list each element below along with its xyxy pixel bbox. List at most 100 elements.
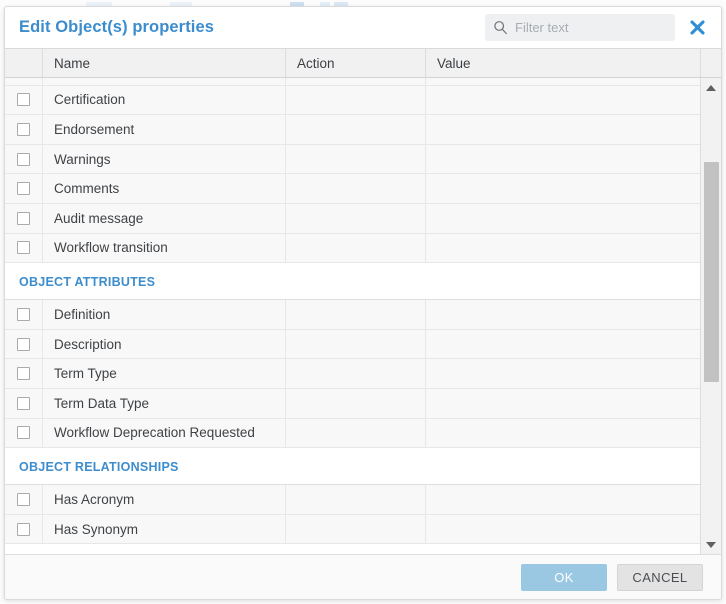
column-header-value[interactable]: Value <box>437 55 471 71</box>
table-row[interactable]: Has Acronym <box>5 485 700 515</box>
row-checkbox[interactable] <box>17 492 30 506</box>
row-value-cell[interactable] <box>426 330 700 359</box>
row-checkbox[interactable] <box>17 122 30 136</box>
row-checkbox[interactable] <box>17 211 30 225</box>
row-checkbox[interactable] <box>17 337 30 351</box>
row-value-cell[interactable] <box>426 515 700 544</box>
row-value-cell[interactable] <box>426 204 700 233</box>
row-select-cell[interactable] <box>5 514 43 544</box>
table-row[interactable]: Comments <box>5 174 700 204</box>
table-row[interactable]: Sensitivity Label <box>5 78 700 86</box>
close-icon[interactable] <box>687 18 707 38</box>
row-action-cell[interactable] <box>286 418 426 448</box>
row-name-cell: Workflow transition <box>43 233 286 263</box>
ok-button[interactable]: OK <box>521 563 607 591</box>
row-name-cell: Sensitivity Label <box>43 78 286 85</box>
table-row[interactable]: Has Synonym <box>5 514 700 545</box>
row-value-cell[interactable] <box>426 300 700 329</box>
table-row[interactable]: Workflow transition <box>5 233 700 264</box>
row-value-cell[interactable] <box>426 234 700 263</box>
row-checkbox[interactable] <box>17 152 30 166</box>
row-action-cell[interactable] <box>286 203 426 233</box>
row-action-cell[interactable] <box>286 174 426 203</box>
filter-text-input[interactable] <box>515 20 665 35</box>
row-value-cell[interactable] <box>426 485 700 514</box>
triangle-down-icon <box>706 541 716 548</box>
table-row[interactable]: Certification <box>5 85 700 116</box>
row-value-cell[interactable] <box>426 78 700 85</box>
row-select-cell[interactable] <box>5 174 43 203</box>
table-row[interactable]: Term Type <box>5 359 700 389</box>
scroll-up-button[interactable] <box>701 79 721 96</box>
row-value-cell[interactable] <box>426 174 700 203</box>
row-name-cell: Audit message <box>43 203 286 233</box>
row-action-cell[interactable] <box>286 329 426 359</box>
row-name-cell: Endorsement <box>43 115 286 144</box>
row-select-cell[interactable] <box>5 144 43 174</box>
row-action-cell[interactable] <box>286 514 426 544</box>
row-select-cell[interactable] <box>5 78 43 85</box>
properties-table: Sensitivity LabelCertificationEndorsemen… <box>5 78 700 554</box>
row-select-cell[interactable] <box>5 300 43 329</box>
row-checkbox[interactable] <box>17 307 30 321</box>
row-checkbox[interactable] <box>17 367 30 381</box>
column-header-name[interactable]: Name <box>43 49 286 77</box>
vertical-scrollbar[interactable] <box>700 78 721 554</box>
cancel-button[interactable]: CANCEL <box>617 563 703 591</box>
row-action-cell[interactable] <box>286 78 426 85</box>
row-select-cell[interactable] <box>5 85 43 115</box>
row-name-cell: Term Data Type <box>43 388 286 418</box>
row-select-cell[interactable] <box>5 115 43 144</box>
row-action-cell[interactable] <box>286 144 426 174</box>
row-select-cell[interactable] <box>5 485 43 514</box>
row-value-cell[interactable] <box>426 145 700 174</box>
row-checkbox[interactable] <box>17 396 30 410</box>
table-row[interactable]: Audit message <box>5 203 700 234</box>
row-checkbox[interactable] <box>17 93 30 107</box>
scrollbar-thumb[interactable] <box>704 162 719 382</box>
table-rows-container: Sensitivity LabelCertificationEndorsemen… <box>5 78 700 545</box>
row-select-cell[interactable] <box>5 418 43 448</box>
table-row[interactable]: Endorsement <box>5 115 700 145</box>
section-title: OBJECT ATTRIBUTES <box>19 274 156 289</box>
column-header-select <box>5 49 43 77</box>
row-action-cell[interactable] <box>286 485 426 514</box>
section-title: OBJECT RELATIONSHIPS <box>19 459 179 474</box>
filter-search-box[interactable] <box>485 14 675 41</box>
row-select-cell[interactable] <box>5 233 43 263</box>
table-row[interactable]: Description <box>5 329 700 360</box>
section-header: OBJECT ATTRIBUTES <box>5 263 700 301</box>
row-value-cell[interactable] <box>426 86 700 115</box>
column-header-action[interactable]: Action <box>286 49 426 77</box>
scroll-down-button[interactable] <box>701 536 721 553</box>
table-row[interactable]: Workflow Deprecation Requested <box>5 418 700 449</box>
table-row[interactable]: Warnings <box>5 144 700 175</box>
table-row[interactable]: Term Data Type <box>5 388 700 419</box>
table-row[interactable]: Definition <box>5 300 700 330</box>
row-select-cell[interactable] <box>5 388 43 418</box>
table-header-row: Name Action Value <box>5 48 721 78</box>
row-value-cell[interactable] <box>426 359 700 388</box>
row-action-cell[interactable] <box>286 85 426 115</box>
row-action-cell[interactable] <box>286 233 426 263</box>
dialog-titlebar: Edit Object(s) properties <box>5 7 721 48</box>
row-action-cell[interactable] <box>286 359 426 388</box>
row-checkbox[interactable] <box>17 182 30 196</box>
row-value-cell[interactable] <box>426 115 700 144</box>
row-action-cell[interactable] <box>286 300 426 329</box>
row-value-cell[interactable] <box>426 419 700 448</box>
row-checkbox[interactable] <box>17 241 30 255</box>
row-action-cell[interactable] <box>286 388 426 418</box>
row-checkbox[interactable] <box>17 522 30 536</box>
row-select-cell[interactable] <box>5 203 43 233</box>
row-name-cell: Warnings <box>43 144 286 174</box>
row-value-cell[interactable] <box>426 389 700 418</box>
row-checkbox[interactable] <box>17 426 30 440</box>
row-action-cell[interactable] <box>286 115 426 144</box>
row-name-cell: Description <box>43 329 286 359</box>
search-icon <box>494 21 507 35</box>
row-select-cell[interactable] <box>5 329 43 359</box>
row-name-cell: Has Synonym <box>43 514 286 544</box>
row-select-cell[interactable] <box>5 359 43 388</box>
